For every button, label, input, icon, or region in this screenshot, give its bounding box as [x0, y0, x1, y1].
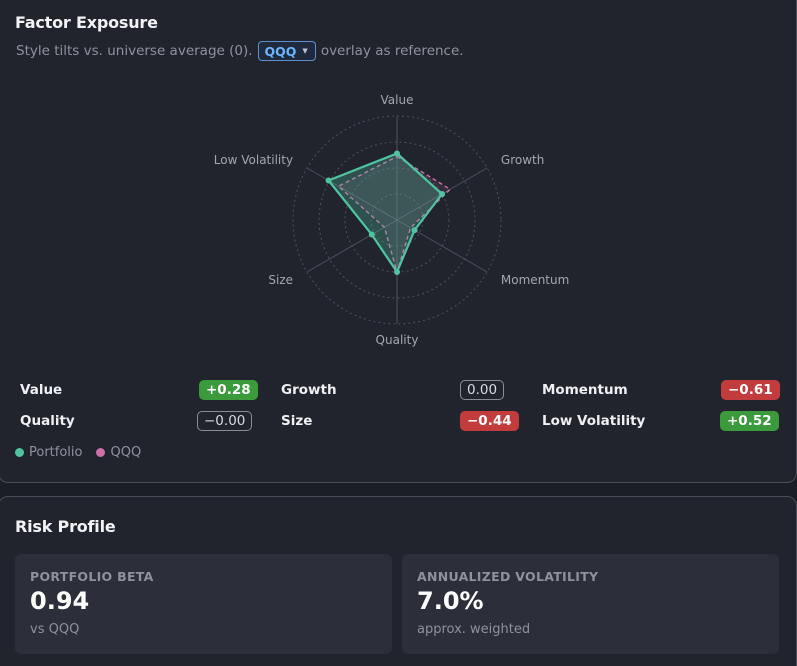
legend-item-portfolio[interactable]: Portfolio — [15, 445, 82, 460]
radar-point-portfolio — [394, 269, 400, 275]
exposure-badge-size: −0.44 — [460, 411, 519, 431]
portfolio-beta-value: 0.94 — [30, 587, 90, 615]
exposure-label-growth: Growth — [281, 382, 337, 398]
subtitle-text-after: overlay as reference. — [320, 43, 464, 59]
radar-grid-ring — [292, 115, 502, 325]
exposure-label-value: Value — [20, 382, 63, 398]
radar-axis-label: Value — [381, 93, 414, 107]
legend-label-portfolio: Portfolio — [29, 445, 83, 460]
radar-axis-label: Growth — [501, 153, 544, 167]
legend-dot-portfolio — [15, 448, 24, 457]
annualized-volatility-value: 7.0% — [417, 587, 484, 615]
portfolio-beta-label: PORTFOLIO BETA — [30, 569, 154, 584]
annualized-volatility-label: ANNUALIZED VOLATILITY — [417, 569, 599, 584]
legend-label-qqq: QQQ — [110, 445, 142, 460]
annualized-volatility-note: approx. weighted — [417, 622, 531, 637]
portfolio-beta-note: vs QQQ — [30, 622, 80, 637]
radar-spoke — [306, 219, 398, 273]
radar-point-portfolio — [439, 191, 446, 197]
factor-radar-chart: Value Growth Momentum Quality Size Low Volati… — [214, 93, 569, 347]
radar-axis-label: Quality — [376, 333, 419, 347]
radar-point-portfolio — [411, 227, 418, 234]
exposure-label-size: Size — [281, 413, 313, 429]
overlay-dropdown-value: QQQ — [264, 43, 297, 59]
factor-exposure-card — [0, 0, 797, 483]
chevron-down-icon: ▼ — [302, 47, 308, 55]
exposure-badge-quality: −0.00 — [197, 411, 253, 431]
radar-point-portfolio — [368, 231, 375, 238]
overlay-dropdown[interactable]: QQQ ▼ — [257, 41, 316, 61]
legend-dot-qqq — [96, 448, 106, 457]
radar-axis-label: Momentum — [501, 273, 569, 287]
radar-point-portfolio — [325, 177, 332, 184]
factor-exposure-title: Factor Exposure — [15, 13, 158, 32]
subtitle-text-before: Style tilts vs. universe average (0). — [16, 43, 253, 59]
exposure-badge-growth: 0.00 — [460, 380, 505, 400]
exposure-badge-low-volatility: +0.52 — [720, 411, 779, 431]
chart-legend: Portfolio QQQ — [15, 445, 141, 460]
exposure-label-momentum: Momentum — [542, 382, 628, 398]
exposure-label-quality: Quality — [20, 413, 75, 429]
risk-profile-title: Risk Profile — [15, 517, 116, 536]
radar-point-portfolio — [394, 150, 400, 157]
portfolio-beta-card: PORTFOLIO BETA 0.94 vs QQQ — [15, 554, 392, 654]
factor-exposure-subtitle: Style tilts vs. universe average (0). QQ… — [16, 41, 464, 61]
exposure-badge-momentum: −0.61 — [721, 380, 780, 400]
radar-spoke — [306, 167, 398, 221]
exposure-label-low-volatility: Low Volatility — [542, 413, 646, 429]
exposure-badge-value: +0.28 — [199, 380, 258, 400]
radar-axis-label: Size — [268, 273, 293, 287]
radar-axis-label: Low Volatility — [214, 153, 293, 167]
annualized-volatility-card: ANNUALIZED VOLATILITY 7.0% approx. weigh… — [402, 554, 779, 654]
legend-item-qqq[interactable]: QQQ — [96, 445, 141, 460]
